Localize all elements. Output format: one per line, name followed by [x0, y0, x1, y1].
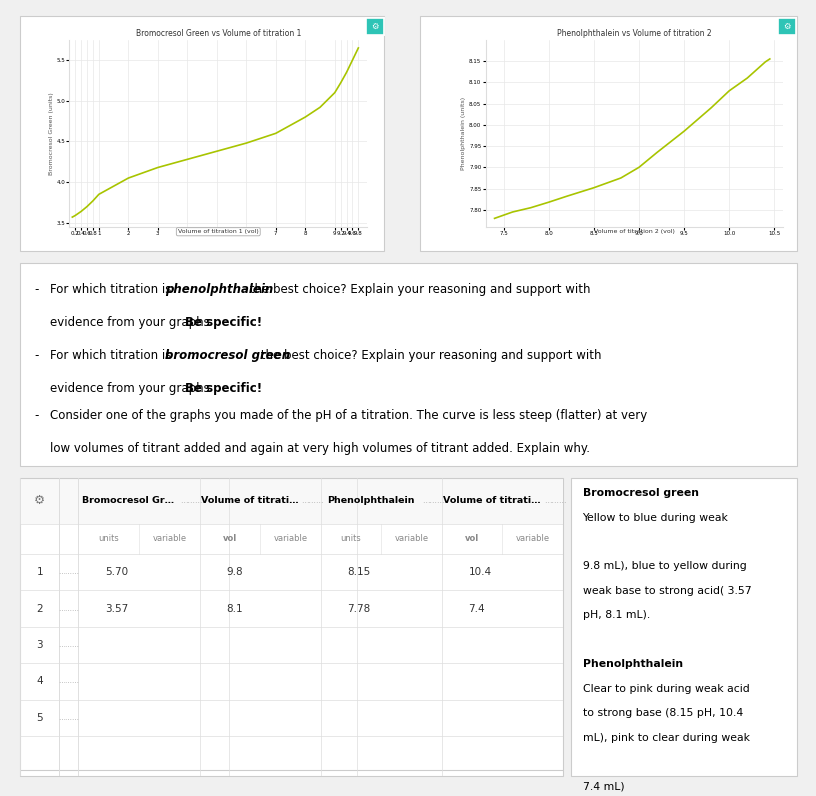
Text: ⚙: ⚙ — [783, 21, 791, 31]
Text: mL), pink to clear during weak: mL), pink to clear during weak — [583, 733, 750, 743]
Text: vol: vol — [465, 534, 479, 544]
Text: vol: vol — [223, 534, 237, 544]
Text: pH, 8.1 mL).: pH, 8.1 mL). — [583, 611, 650, 620]
Text: ………: ……… — [58, 678, 79, 685]
Text: 8.1: 8.1 — [226, 603, 243, 614]
Text: variable: variable — [395, 534, 428, 544]
Text: Be specific!: Be specific! — [185, 382, 262, 396]
Text: variable: variable — [273, 534, 308, 544]
Text: 9.8: 9.8 — [226, 567, 243, 577]
Text: 7.4 mL): 7.4 mL) — [583, 782, 624, 792]
Text: 8.15: 8.15 — [348, 567, 370, 577]
Text: low volumes of titrant added and again at very high volumes of titrant added. Ex: low volumes of titrant added and again a… — [50, 443, 590, 455]
Text: 3.57: 3.57 — [105, 603, 128, 614]
Text: -: - — [34, 283, 38, 296]
Text: Phenolphthalein: Phenolphthalein — [583, 659, 683, 669]
Text: ………: ……… — [58, 642, 79, 648]
Text: -: - — [34, 349, 38, 362]
Y-axis label: Phenolphthalein (units): Phenolphthalein (units) — [461, 97, 466, 170]
Text: evidence from your graphs: evidence from your graphs — [50, 382, 214, 396]
Text: ⚙: ⚙ — [370, 21, 379, 31]
Text: 10.4: 10.4 — [468, 567, 492, 577]
Text: Be specific!: Be specific! — [185, 317, 262, 330]
Text: ………: ……… — [58, 569, 79, 575]
Bar — [20, 478, 563, 524]
Text: 7.78: 7.78 — [348, 603, 370, 614]
Text: -: - — [34, 409, 38, 422]
Text: units: units — [99, 534, 119, 544]
Text: Volume of titrati…: Volume of titrati… — [201, 496, 298, 505]
Text: Clear to pink during weak acid: Clear to pink during weak acid — [583, 684, 749, 694]
Text: For which titration is: For which titration is — [50, 349, 175, 362]
Text: evidence from your graphs: evidence from your graphs — [50, 317, 214, 330]
Text: 3: 3 — [37, 640, 43, 650]
Text: variable: variable — [153, 534, 186, 544]
Text: Volume of titration 2 (vol): Volume of titration 2 (vol) — [594, 229, 675, 234]
Text: 4: 4 — [37, 677, 43, 686]
Text: ………: ……… — [543, 496, 566, 505]
Text: 5.70: 5.70 — [105, 567, 128, 577]
Text: Yellow to blue during weak: Yellow to blue during weak — [583, 513, 729, 522]
Text: Bromocresol Gr…: Bromocresol Gr… — [82, 496, 175, 505]
Text: Phenolphthalein: Phenolphthalein — [326, 496, 415, 505]
Text: phenolphthalein: phenolphthalein — [165, 283, 273, 296]
Text: Volume of titrati…: Volume of titrati… — [443, 496, 540, 505]
Text: 1: 1 — [37, 567, 43, 577]
Text: ………: ……… — [180, 496, 202, 505]
Y-axis label: Bromocresol Green (units): Bromocresol Green (units) — [49, 92, 54, 174]
Text: ………: ……… — [423, 496, 445, 505]
Text: 7.4: 7.4 — [468, 603, 486, 614]
Text: ………: ……… — [58, 606, 79, 611]
Text: Bromocresol green: Bromocresol green — [583, 488, 698, 498]
Text: the best choice? Explain your reasoning and support with: the best choice? Explain your reasoning … — [246, 283, 591, 296]
Text: the best choice? Explain your reasoning and support with: the best choice? Explain your reasoning … — [256, 349, 601, 362]
Text: 9.8 mL), blue to yellow during: 9.8 mL), blue to yellow during — [583, 561, 747, 572]
Text: 5: 5 — [37, 713, 43, 723]
Text: units: units — [340, 534, 361, 544]
Text: ………: ……… — [58, 715, 79, 721]
Text: For which titration is: For which titration is — [50, 283, 175, 296]
Text: variable: variable — [516, 534, 550, 544]
Text: ………: ……… — [301, 496, 324, 505]
Text: ⚙: ⚙ — [34, 494, 46, 507]
Text: 2: 2 — [37, 603, 43, 614]
Text: Volume of titration 1 (vol): Volume of titration 1 (vol) — [178, 229, 259, 234]
Text: weak base to strong acid( 3.57: weak base to strong acid( 3.57 — [583, 586, 751, 596]
Title: Bromocresol Green vs Volume of titration 1: Bromocresol Green vs Volume of titration… — [135, 29, 301, 37]
Title: Phenolphthalein vs Volume of titration 2: Phenolphthalein vs Volume of titration 2 — [557, 29, 712, 37]
Text: Consider one of the graphs you made of the pH of a titration. The curve is less : Consider one of the graphs you made of t… — [50, 409, 647, 422]
Text: bromocresol green: bromocresol green — [165, 349, 290, 362]
Text: to strong base (8.15 pH, 10.4: to strong base (8.15 pH, 10.4 — [583, 708, 743, 718]
